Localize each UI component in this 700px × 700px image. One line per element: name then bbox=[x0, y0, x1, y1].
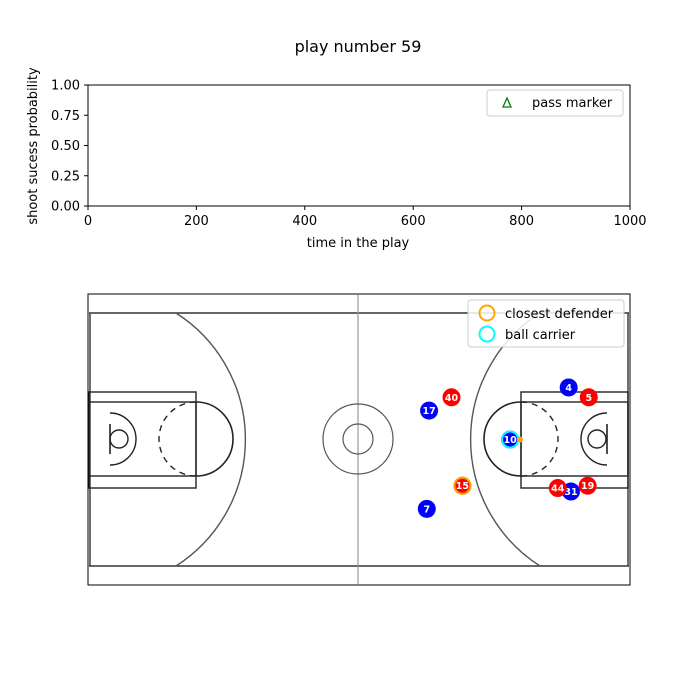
x-tick-label: 0 bbox=[84, 214, 92, 229]
player-number: 40 bbox=[445, 393, 459, 404]
player-dot bbox=[548, 479, 567, 498]
player-dot bbox=[442, 388, 461, 407]
cyan-ring-icon bbox=[478, 325, 496, 343]
player-marker: 40 bbox=[442, 388, 461, 407]
orange-ring-icon bbox=[478, 304, 496, 322]
player-number: 15 bbox=[456, 481, 469, 492]
player-dot bbox=[559, 378, 578, 397]
y-axis-label: shoot sucess probability bbox=[26, 67, 41, 225]
player-number: 17 bbox=[422, 406, 435, 417]
player-dot bbox=[453, 476, 472, 495]
player-number: 7 bbox=[423, 504, 430, 515]
legend-box bbox=[486, 89, 624, 117]
x-tick-label: 1000 bbox=[613, 214, 646, 229]
x-tick-label: 600 bbox=[401, 214, 426, 229]
x-tick-label: 200 bbox=[184, 214, 209, 229]
player-dot bbox=[578, 476, 597, 495]
chart-title: play number 59 bbox=[295, 37, 422, 56]
y-tick-label: 0.00 bbox=[51, 200, 80, 215]
players-layer: 4 17 10 7 31 5 40 15 44 19 bbox=[417, 378, 598, 518]
legend-label-closest-defender: closest defender bbox=[505, 307, 614, 322]
triangle-marker-icon bbox=[501, 96, 513, 108]
legend-box bbox=[467, 299, 625, 348]
player-dot bbox=[501, 430, 520, 449]
player-marker: 19 bbox=[578, 476, 597, 495]
player-dot bbox=[579, 388, 598, 407]
legend-pass: pass marker bbox=[486, 89, 624, 117]
player-number: 19 bbox=[581, 481, 594, 492]
player-marker: 10 bbox=[501, 430, 520, 449]
y-tick-label: 0.50 bbox=[51, 139, 80, 154]
court-diagram bbox=[87, 293, 631, 586]
player-marker: 15 bbox=[453, 476, 472, 495]
player-marker: 5 bbox=[579, 388, 598, 407]
player-marker: 44 bbox=[548, 479, 567, 498]
y-tick-label: 0.75 bbox=[51, 109, 80, 124]
x-tick-label: 800 bbox=[509, 214, 534, 229]
y-tick-label: 0.25 bbox=[51, 169, 80, 184]
player-number: 10 bbox=[503, 435, 517, 446]
x-axis-label: time in the play bbox=[307, 236, 410, 251]
player-dot bbox=[417, 499, 436, 518]
legend-label-pass-marker: pass marker bbox=[532, 96, 613, 111]
player-marker: 17 bbox=[420, 401, 439, 420]
ball-dot bbox=[516, 436, 523, 443]
player-number: 44 bbox=[551, 484, 565, 495]
player-number: 4 bbox=[565, 383, 572, 394]
y-axis-ticks: 0.00 0.25 0.50 0.75 1.00 bbox=[51, 79, 88, 215]
player-dot bbox=[420, 401, 439, 420]
player-number: 31 bbox=[564, 487, 577, 498]
x-tick-label: 400 bbox=[292, 214, 317, 229]
legend-court: closest defender ball carrier bbox=[467, 299, 625, 348]
x-axis-ticks: 0 200 400 600 800 1000 bbox=[84, 206, 647, 229]
player-marker: 7 bbox=[417, 499, 436, 518]
closest-defender-ring bbox=[453, 476, 472, 495]
legend-label-ball-carrier: ball carrier bbox=[505, 328, 576, 343]
y-tick-label: 1.00 bbox=[51, 79, 80, 94]
player-number: 5 bbox=[585, 393, 592, 404]
player-marker: 4 bbox=[559, 378, 578, 397]
